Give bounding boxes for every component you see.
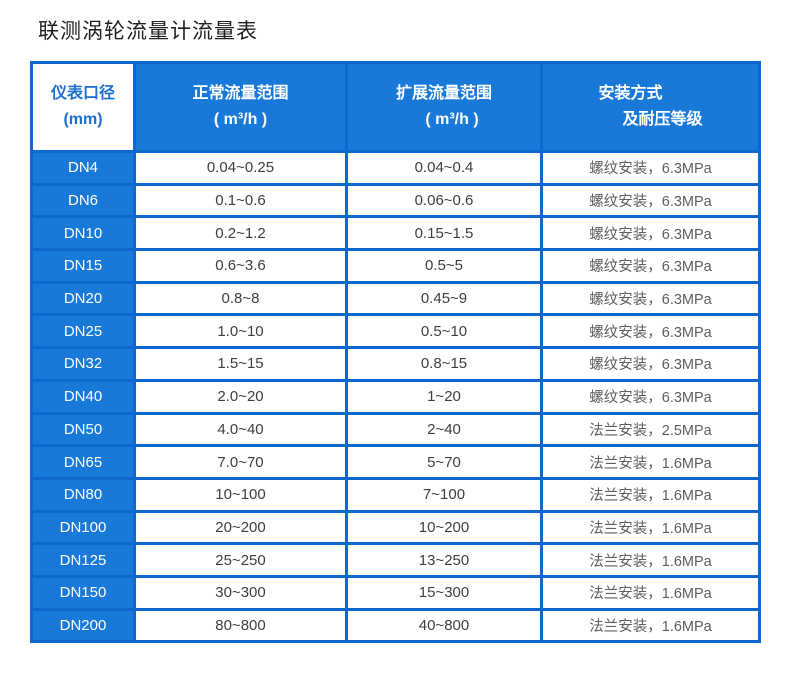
- header-installation-block: 安装方式 及耐压等级: [598, 81, 702, 133]
- cell-extended-range: 5~70: [345, 444, 543, 480]
- header-installation: 安装方式 及耐压等级: [540, 61, 761, 153]
- cell-installation: 螺纹安装，6.3MPa: [540, 378, 761, 415]
- table-body: DN4 0.04~0.25 0.04~0.4 螺纹安装，6.3MPa DN6 0…: [30, 150, 761, 644]
- cell-normal-range: 4.0~40: [133, 411, 348, 448]
- cell-dn: DN20: [30, 280, 136, 317]
- cell-installation: 螺纹安装，6.3MPa: [540, 313, 761, 350]
- cell-dn: DN65: [30, 444, 136, 480]
- header-installation-line2: 及耐压等级: [622, 111, 703, 128]
- cell-normal-range: 0.8~8: [133, 280, 348, 317]
- table-row: DN32 1.5~15 0.8~15 螺纹安装，6.3MPa: [30, 346, 761, 382]
- table-row: DN125 25~250 13~250 法兰安装，1.6MPa: [30, 542, 761, 578]
- table-row: DN50 4.0~40 2~40 法兰安装，2.5MPa: [30, 411, 761, 448]
- header-normal-range-line2: ( m³/h ): [213, 111, 268, 128]
- header-row: 仪表口径 (mm) 正常流量范围 ( m³/h ) 扩展流量范围 ( m³/h …: [30, 61, 761, 153]
- cell-normal-range: 2.0~20: [133, 378, 348, 415]
- cell-dn: DN100: [30, 509, 136, 546]
- cell-installation: 法兰安装，1.6MPa: [540, 574, 761, 611]
- cell-dn: DN32: [30, 346, 136, 382]
- header-extended-range-line1: 扩展流量范围: [395, 85, 492, 102]
- cell-dn: DN6: [30, 182, 136, 219]
- table-row: DN4 0.04~0.25 0.04~0.4 螺纹安装，6.3MPa: [30, 150, 761, 186]
- header-diameter-line2: (mm): [63, 111, 103, 128]
- cell-installation: 法兰安装，1.6MPa: [540, 542, 761, 578]
- header-extended-range: 扩展流量范围 ( m³/h ): [345, 61, 543, 153]
- cell-normal-range: 80~800: [133, 607, 348, 644]
- cell-extended-range: 0.45~9: [345, 280, 543, 317]
- cell-dn: DN4: [30, 150, 136, 186]
- header-installation-line1: 安装方式: [598, 85, 663, 102]
- cell-normal-range: 0.6~3.6: [133, 248, 348, 284]
- table-row: DN10 0.2~1.2 0.15~1.5 螺纹安装，6.3MPa: [30, 215, 761, 252]
- cell-normal-range: 0.2~1.2: [133, 215, 348, 252]
- header-normal-range-line1: 正常流量范围: [192, 85, 289, 102]
- cell-extended-range: 0.04~0.4: [345, 150, 543, 186]
- cell-dn: DN15: [30, 248, 136, 284]
- cell-normal-range: 30~300: [133, 574, 348, 611]
- table-row: DN200 80~800 40~800 法兰安装，1.6MPa: [30, 607, 761, 644]
- cell-installation: 法兰安装，1.6MPa: [540, 476, 761, 513]
- cell-dn: DN50: [30, 411, 136, 448]
- cell-extended-range: 0.8~15: [345, 346, 543, 382]
- cell-extended-range: 2~40: [345, 411, 543, 448]
- cell-extended-range: 0.5~10: [345, 313, 543, 350]
- cell-normal-range: 20~200: [133, 509, 348, 546]
- header-diameter-line1: 仪表口径: [50, 85, 115, 102]
- table-row: DN150 30~300 15~300 法兰安装，1.6MPa: [30, 574, 761, 611]
- cell-normal-range: 0.1~0.6: [133, 182, 348, 219]
- cell-normal-range: 10~100: [133, 476, 348, 513]
- cell-dn: DN125: [30, 542, 136, 578]
- cell-extended-range: 0.15~1.5: [345, 215, 543, 252]
- cell-installation: 法兰安装，1.6MPa: [540, 444, 761, 480]
- cell-dn: DN40: [30, 378, 136, 415]
- cell-extended-range: 40~800: [345, 607, 543, 644]
- cell-dn: DN10: [30, 215, 136, 252]
- cell-extended-range: 13~250: [345, 542, 543, 578]
- cell-extended-range: 0.06~0.6: [345, 182, 543, 219]
- flow-rate-table: 仪表口径 (mm) 正常流量范围 ( m³/h ) 扩展流量范围 ( m³/h …: [30, 61, 761, 644]
- cell-extended-range: 10~200: [345, 509, 543, 546]
- cell-installation: 法兰安装，2.5MPa: [540, 411, 761, 448]
- cell-installation: 螺纹安装，6.3MPa: [540, 215, 761, 252]
- table-row: DN65 7.0~70 5~70 法兰安装，1.6MPa: [30, 444, 761, 480]
- table-row: DN15 0.6~3.6 0.5~5 螺纹安装，6.3MPa: [30, 248, 761, 284]
- cell-normal-range: 0.04~0.25: [133, 150, 348, 186]
- cell-installation: 螺纹安装，6.3MPa: [540, 182, 761, 219]
- table-row: DN25 1.0~10 0.5~10 螺纹安装，6.3MPa: [30, 313, 761, 350]
- cell-dn: DN150: [30, 574, 136, 611]
- cell-normal-range: 1.5~15: [133, 346, 348, 382]
- cell-dn: DN25: [30, 313, 136, 350]
- table-row: DN80 10~100 7~100 法兰安装，1.6MPa: [30, 476, 761, 513]
- cell-installation: 法兰安装，1.6MPa: [540, 607, 761, 644]
- cell-installation: 螺纹安装，6.3MPa: [540, 280, 761, 317]
- cell-installation: 螺纹安装，6.3MPa: [540, 248, 761, 284]
- table-row: DN20 0.8~8 0.45~9 螺纹安装，6.3MPa: [30, 280, 761, 317]
- header-extended-range-line2: ( m³/h ): [425, 111, 479, 128]
- cell-installation: 螺纹安装，6.3MPa: [540, 150, 761, 186]
- table-row: DN40 2.0~20 1~20 螺纹安装，6.3MPa: [30, 378, 761, 415]
- cell-normal-range: 25~250: [133, 542, 348, 578]
- cell-dn: DN200: [30, 607, 136, 644]
- table-header: 仪表口径 (mm) 正常流量范围 ( m³/h ) 扩展流量范围 ( m³/h …: [30, 61, 761, 153]
- table-row: DN100 20~200 10~200 法兰安装，1.6MPa: [30, 509, 761, 546]
- cell-normal-range: 1.0~10: [133, 313, 348, 350]
- page-title: 联测涡轮流量计流量表: [38, 20, 258, 43]
- header-normal-range: 正常流量范围 ( m³/h ): [133, 61, 348, 153]
- header-diameter: 仪表口径 (mm): [30, 61, 136, 153]
- cell-extended-range: 1~20: [345, 378, 543, 415]
- cell-installation: 螺纹安装，6.3MPa: [540, 346, 761, 382]
- cell-dn: DN80: [30, 476, 136, 513]
- cell-installation: 法兰安装，1.6MPa: [540, 509, 761, 546]
- cell-extended-range: 7~100: [345, 476, 543, 513]
- cell-extended-range: 15~300: [345, 574, 543, 611]
- cell-extended-range: 0.5~5: [345, 248, 543, 284]
- table-row: DN6 0.1~0.6 0.06~0.6 螺纹安装，6.3MPa: [30, 182, 761, 219]
- cell-normal-range: 7.0~70: [133, 444, 348, 480]
